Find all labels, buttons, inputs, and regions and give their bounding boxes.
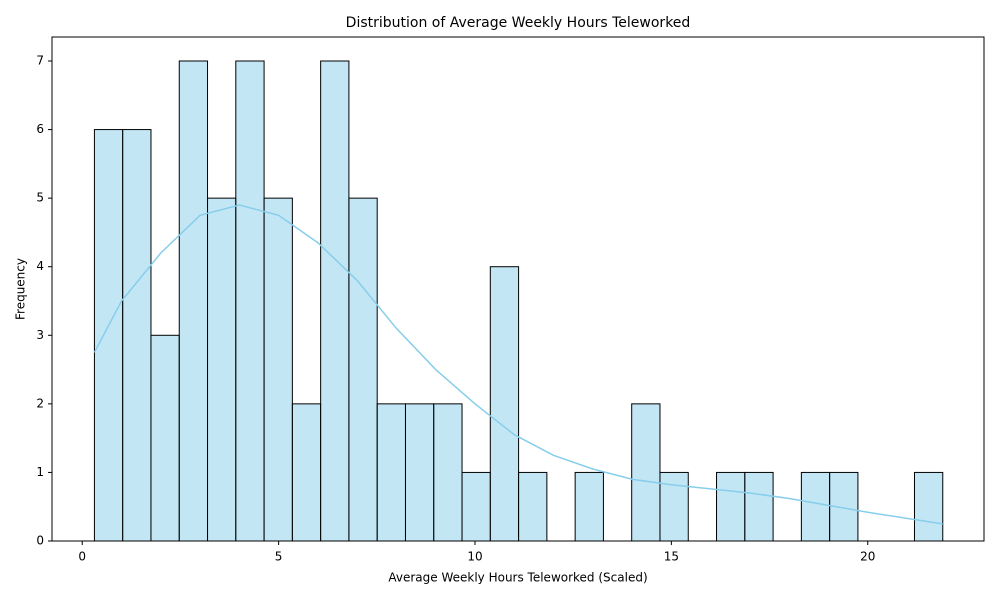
bar [489, 266, 520, 542]
bar [461, 471, 491, 542]
bar [574, 471, 604, 542]
x-axis-label: Average Weekly Hours Teleworked (Scaled) [388, 571, 647, 585]
y-tick-label: 2 [36, 396, 44, 410]
y-axis-label: Frequency [14, 258, 28, 320]
bar [291, 403, 322, 542]
bar [659, 471, 689, 542]
y-tick-label: 0 [36, 534, 44, 548]
bar [631, 403, 661, 542]
chart-title: Distribution of Average Weekly Hours Tel… [346, 15, 691, 31]
bar [404, 403, 435, 542]
bar [235, 60, 265, 542]
bar [433, 403, 463, 542]
bar [913, 471, 944, 542]
y-tick-label: 6 [36, 122, 44, 136]
kde-line [93, 204, 943, 525]
bar [744, 471, 774, 542]
bar [518, 471, 548, 542]
bar [93, 129, 124, 542]
x-tick-label: 5 [275, 550, 283, 564]
y-tick-label: 4 [36, 259, 44, 273]
x-tick-label: 0 [78, 550, 86, 564]
bar [800, 471, 831, 542]
x-tick-label: 10 [467, 550, 482, 564]
bar [122, 129, 152, 542]
bar [716, 471, 746, 542]
bar [348, 197, 378, 542]
plot-frame [51, 36, 985, 542]
y-tick-label: 5 [36, 191, 44, 205]
y-tick-label: 7 [36, 54, 44, 68]
bar [320, 60, 350, 542]
bar [178, 60, 209, 542]
y-tick-label: 3 [36, 328, 44, 342]
bar [207, 197, 237, 542]
bar [263, 197, 293, 542]
x-tick-label: 15 [664, 550, 679, 564]
x-tick-label: 20 [860, 550, 875, 564]
y-tick-label: 1 [36, 465, 44, 479]
bar [376, 403, 406, 542]
bar [150, 334, 180, 542]
